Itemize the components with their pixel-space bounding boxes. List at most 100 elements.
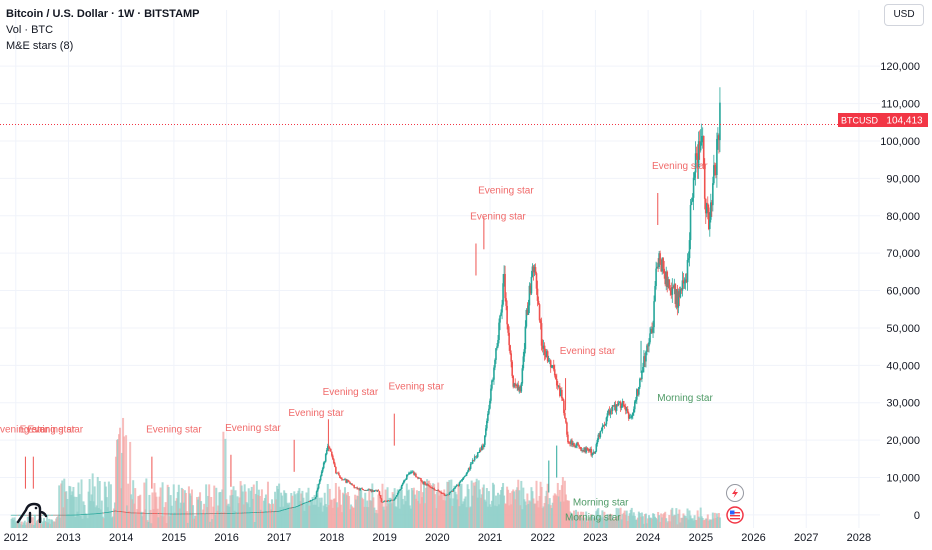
volume-bar — [163, 507, 166, 528]
candle-body — [566, 422, 568, 435]
candle-body — [429, 486, 431, 488]
volume-bar — [644, 513, 647, 528]
candle-body — [171, 513, 174, 515]
candle-body — [288, 507, 291, 509]
candle-body — [449, 491, 452, 493]
volume-bar — [259, 509, 262, 528]
candle-body — [434, 489, 436, 491]
volume-bar — [416, 500, 419, 528]
candle-body — [687, 258, 690, 260]
volume-bar — [359, 490, 362, 528]
volume-bar — [90, 494, 93, 528]
price-axis[interactable]: 0 10,000 20,000 30,000 40,000 50,000 60,000 70,… — [880, 61, 920, 522]
candle-body — [174, 513, 177, 515]
volume-bar — [503, 495, 506, 528]
volume-bar — [642, 523, 645, 528]
volume-bar — [285, 493, 288, 528]
candle-body — [267, 511, 269, 513]
candle-body — [444, 495, 447, 497]
symbol-title[interactable]: Bitcoin / U.S. Dollar · 1W · BITSTAMP — [6, 8, 200, 20]
volume-bar — [143, 482, 146, 528]
candle-body — [293, 507, 296, 508]
candle-body — [605, 417, 608, 425]
volume-bar — [162, 516, 165, 528]
volume-bar — [602, 517, 605, 528]
currency-button[interactable]: USD — [884, 4, 924, 26]
candle-body — [622, 401, 625, 407]
volume-bar — [130, 494, 133, 528]
volume-bar — [451, 505, 454, 528]
time-axis[interactable]: 2012 2013 2014 2015 2016 2017 2018 2019 2020 2021… — [4, 532, 872, 544]
candle-body — [37, 514, 39, 516]
volume-bar — [199, 492, 202, 528]
volume-bar — [86, 518, 89, 528]
volume-bar — [630, 507, 633, 528]
candle-body — [439, 491, 442, 493]
volume-bar — [445, 493, 448, 528]
volume-bar — [588, 517, 591, 528]
volume-bar — [294, 494, 297, 528]
candle-body — [708, 219, 711, 230]
candle-body — [500, 312, 502, 316]
volume-bar — [57, 516, 60, 528]
volume-bar — [430, 484, 433, 528]
candle-body — [65, 514, 68, 516]
us-flag-icon[interactable] — [726, 506, 744, 524]
volume-bar — [349, 509, 352, 528]
candle-body — [353, 485, 355, 488]
volume-bar — [284, 492, 287, 528]
volume-bar — [390, 503, 393, 528]
candle-body — [461, 479, 464, 481]
indicator-legend[interactable]: M&E stars (8) — [6, 40, 74, 52]
volume-bar — [399, 486, 402, 528]
candle-body — [41, 514, 43, 516]
volume-bar — [684, 516, 687, 528]
candle-body — [433, 488, 435, 490]
volume-bar — [664, 511, 667, 528]
evening-star-label: Evening star — [560, 346, 616, 357]
candle-body — [281, 509, 283, 511]
candle-body — [660, 263, 662, 272]
volume-bar — [98, 481, 101, 528]
volume-bar — [335, 502, 338, 528]
volume-bar — [329, 499, 332, 528]
candle-body — [487, 413, 489, 421]
volume-bar — [363, 506, 366, 528]
volume-bar — [649, 517, 652, 528]
candle-body — [606, 413, 609, 418]
volume-bar — [387, 503, 390, 528]
volume-bar — [377, 494, 380, 528]
volume-bar — [697, 516, 700, 528]
volume-bar — [546, 483, 549, 528]
volume-bar — [131, 499, 134, 528]
candle-body — [436, 490, 439, 491]
volume-bar — [621, 514, 624, 528]
candle-body — [486, 420, 488, 429]
volume-bar — [672, 516, 675, 528]
tradingview-logo-icon[interactable] — [16, 502, 48, 524]
candle-body — [334, 463, 336, 468]
volume-bar — [289, 509, 292, 528]
volume-legend[interactable]: Vol · BTC — [6, 24, 54, 36]
volume-bar — [456, 499, 459, 528]
candle-body — [140, 512, 143, 514]
candle-body — [648, 342, 650, 347]
volume-bar — [198, 496, 201, 528]
volume-bar — [107, 481, 110, 528]
volume-bar — [16, 521, 19, 528]
candle-body — [34, 514, 36, 516]
volume-bar — [434, 494, 437, 528]
candle-body — [322, 462, 325, 469]
volume-bar — [681, 517, 684, 528]
volume-bar — [64, 491, 67, 528]
candle-body — [221, 513, 224, 514]
flash-icon[interactable] — [726, 484, 744, 502]
volume-bar — [150, 523, 153, 528]
volume-bar — [573, 510, 576, 528]
candle-body — [332, 455, 334, 460]
candle-body — [227, 513, 230, 514]
candle-body — [338, 473, 340, 476]
candle-body — [69, 514, 72, 516]
volume-bar — [478, 489, 481, 528]
